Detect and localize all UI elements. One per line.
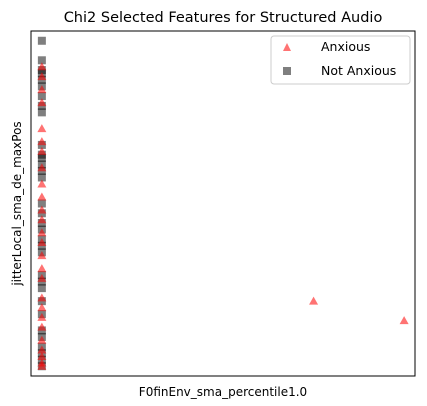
legend: Anxious Not Anxious bbox=[270, 35, 411, 85]
point-anxious-25 bbox=[37, 62, 47, 71]
point-anxious-3 bbox=[37, 345, 47, 354]
point-not-anxious-18 bbox=[37, 173, 46, 182]
point-anxious-14 bbox=[37, 215, 47, 224]
chart-title: Chi2 Selected Features for Structured Au… bbox=[64, 10, 383, 26]
point-not-anxious-24 bbox=[37, 108, 46, 117]
point-not-anxious-8 bbox=[37, 284, 46, 293]
point-anxious-26 bbox=[309, 296, 319, 305]
point-not-anxious-32 bbox=[37, 36, 46, 45]
point-anxious-23 bbox=[37, 85, 47, 94]
point-anxious-9 bbox=[37, 273, 47, 282]
point-not-anxious-26 bbox=[37, 92, 46, 101]
point-not-anxious-17 bbox=[37, 199, 46, 208]
point-anxious-5 bbox=[37, 322, 47, 331]
point-anxious-1 bbox=[37, 358, 47, 367]
point-not-anxious-31 bbox=[37, 56, 46, 65]
point-anxious-11 bbox=[37, 251, 47, 260]
point-anxious-10 bbox=[37, 264, 47, 273]
point-anxious-13 bbox=[37, 228, 47, 237]
point-anxious-19 bbox=[37, 146, 47, 155]
point-anxious-24 bbox=[37, 72, 47, 81]
plot-frame bbox=[30, 30, 416, 377]
point-anxious-7 bbox=[37, 303, 47, 312]
point-anxious-16 bbox=[37, 192, 47, 201]
x-axis-label: F0finEnv_sma_percentile1.0 bbox=[139, 385, 307, 399]
point-anxious-20 bbox=[37, 137, 47, 146]
point-anxious-2 bbox=[37, 351, 47, 360]
point-anxious-18 bbox=[37, 163, 47, 172]
legend-marker-not-anxious bbox=[283, 67, 291, 75]
legend-label-anxious: Anxious bbox=[321, 39, 370, 54]
point-anxious-27 bbox=[399, 316, 409, 325]
point-anxious-12 bbox=[37, 238, 47, 247]
point-anxious-6 bbox=[37, 312, 47, 321]
point-anxious-15 bbox=[37, 205, 47, 214]
legend-box bbox=[270, 35, 411, 85]
legend-label-not-anxious: Not Anxious bbox=[321, 63, 396, 78]
point-anxious-17 bbox=[37, 179, 47, 188]
point-anxious-8 bbox=[37, 293, 47, 302]
point-anxious-4 bbox=[37, 335, 47, 344]
plot-area bbox=[31, 31, 415, 376]
legend-marker-anxious bbox=[283, 43, 291, 51]
point-anxious-22 bbox=[37, 98, 47, 107]
point-anxious-21 bbox=[37, 124, 47, 133]
data-points bbox=[37, 36, 409, 371]
y-axis-label: jitterLocal_sma_de_maxPos bbox=[10, 121, 24, 286]
